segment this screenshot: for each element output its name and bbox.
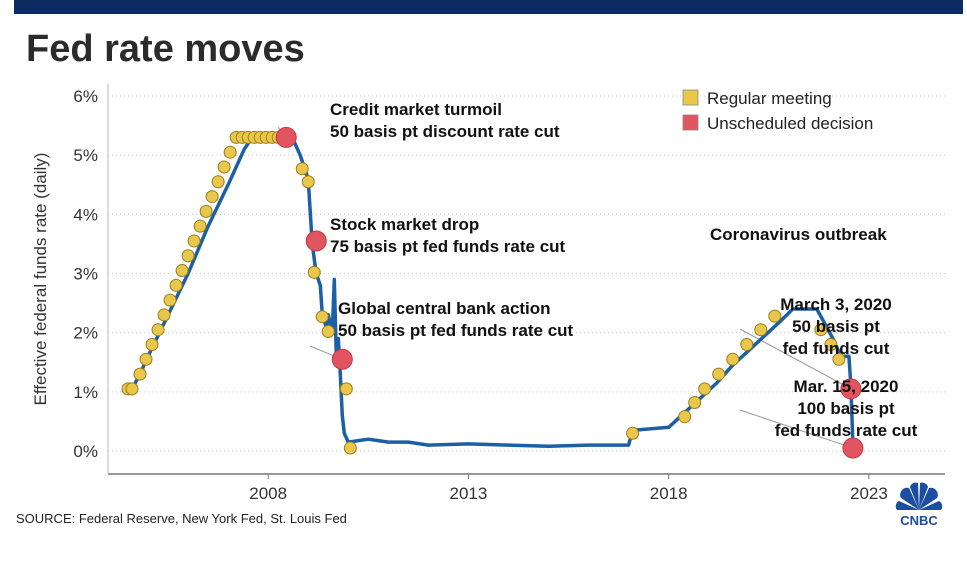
unscheduled-decision-marker: [840, 378, 862, 400]
regular-meeting-marker: [181, 249, 195, 263]
regular-meeting-marker: [139, 352, 153, 366]
annotation-line: 50 basis pt: [792, 317, 880, 336]
regular-meeting-marker: [832, 352, 846, 366]
annotation-line: March 3, 2020: [780, 295, 892, 314]
regular-meeting-marker: [169, 278, 183, 292]
annotation-line: Coronavirus outbreak: [710, 225, 887, 244]
peacock-icon: [895, 482, 943, 510]
annotation-text: Stock market drop 75 basis pt fed funds r…: [330, 215, 566, 256]
regular-meeting-marker: [321, 324, 335, 338]
regular-meeting-marker: [678, 410, 692, 424]
regular-meeting-marker: [768, 309, 782, 323]
decision-markers: [121, 126, 864, 459]
annotation-leader-line: [739, 328, 852, 390]
x-tick-label: 2008: [249, 484, 287, 503]
page-title: Fed rate moves: [26, 28, 305, 70]
annotation-line: 100 basis pt: [797, 399, 895, 418]
annotation-line: 50 basis pt discount rate cut: [330, 122, 560, 141]
rate-line-layer: [128, 135, 856, 449]
annotation-line: fed funds rate cut: [775, 421, 918, 440]
regular-meeting-marker: [163, 293, 177, 307]
unscheduled-decision-marker: [331, 348, 353, 370]
annotation-line: Mar. 15, 2020: [794, 377, 899, 396]
annotation-leader-line: [739, 409, 854, 449]
regular-meeting-marker: [205, 190, 219, 204]
annotation-text: Mar. 15, 2020 100 basis pt fed funds rate …: [775, 377, 918, 440]
regular-meeting-marker: [626, 426, 640, 440]
annotation-text: Credit market turmoil 50 basis pt discoun…: [330, 100, 560, 141]
annotation-line: 75 basis pt fed funds rate cut: [330, 237, 566, 256]
regular-meeting-marker: [688, 395, 702, 409]
regular-meeting-marker: [157, 308, 171, 322]
cnbc-wordmark: CNBC: [900, 513, 938, 528]
annotation-line: fed funds cut: [783, 339, 890, 358]
legend-label: Regular meeting: [707, 89, 832, 108]
y-tick-label: 3%: [73, 265, 98, 284]
y-tick-label: 2%: [73, 324, 98, 343]
x-tick-label: 2013: [450, 484, 488, 503]
cnbc-logo: CNBC: [895, 482, 943, 528]
y-tick-labels: 0% 1% 2% 3% 4% 5% 6%: [73, 87, 98, 461]
regular-meeting-marker: [726, 352, 740, 366]
regular-meeting-marker: [301, 175, 315, 189]
legend-swatch: [682, 114, 699, 131]
regular-meeting-marker: [315, 310, 329, 324]
legend-swatch: [682, 89, 699, 106]
unscheduled-decision-marker: [275, 126, 297, 148]
regular-meeting-marker: [217, 160, 231, 174]
y-tick-label: 5%: [73, 146, 98, 165]
y-tick-label: 1%: [73, 383, 98, 402]
annotation-text: Coronavirus outbreak: [710, 225, 887, 244]
annotations: Credit market turmoil 50 basis pt discoun…: [330, 100, 918, 440]
unscheduled-decision-marker: [305, 230, 327, 252]
regular-meeting-marker: [193, 219, 207, 233]
regular-meeting-marker: [145, 338, 159, 351]
annotation-line: Stock market drop: [330, 215, 479, 234]
x-tick-labels: 2008 2013 2018 2023: [249, 474, 888, 503]
annotation-line: 50 basis pt fed funds rate cut: [338, 321, 574, 340]
legend-label: Unscheduled decision: [707, 114, 873, 133]
source-note: SOURCE: Federal Reserve, New York Fed, S…: [16, 511, 347, 526]
legend: Regular meeting Unscheduled decision: [682, 89, 873, 133]
annotation-line: Global central bank action: [338, 299, 551, 318]
regular-meeting-marker: [133, 367, 147, 381]
regular-meeting-marker: [698, 382, 712, 396]
annotation-leaders: [277, 126, 854, 449]
annotation-line: Credit market turmoil: [330, 100, 502, 119]
regular-meeting-marker: [199, 204, 213, 218]
x-tick-label: 2018: [650, 484, 688, 503]
regular-meeting-marker: [223, 145, 237, 159]
regular-meeting-marker: [712, 367, 726, 381]
rate-line: [128, 135, 856, 449]
regular-meeting-marker: [824, 338, 838, 351]
y-tick-label: 0%: [73, 442, 98, 461]
regular-meeting-marker: [343, 441, 357, 455]
annotation-text: Global central bank action 50 basis pt fe…: [338, 299, 574, 340]
y-tick-label: 4%: [73, 205, 98, 224]
regular-meeting-marker: [295, 162, 309, 176]
regular-meeting-marker: [175, 264, 189, 278]
regular-meeting-marker: [740, 338, 754, 351]
regular-meeting-marker: [187, 234, 201, 248]
regular-meeting-marker: [339, 382, 353, 396]
regular-meeting-marker: [307, 265, 321, 279]
annotation-text: March 3, 2020 50 basis pt fed funds cut: [780, 295, 892, 358]
unscheduled-decision-marker: [842, 437, 864, 459]
regular-meeting-marker: [754, 323, 768, 337]
y-tick-label: 6%: [73, 87, 98, 106]
y-axis-label: Effective federal funds rate (daily): [31, 153, 50, 406]
x-tick-label: 2023: [850, 484, 888, 503]
regular-meeting-marker: [125, 382, 139, 396]
regular-meeting-marker: [151, 323, 165, 337]
regular-meeting-marker: [814, 323, 828, 337]
top-banner-bar: [14, 0, 963, 14]
regular-meeting-marker: [211, 175, 225, 189]
